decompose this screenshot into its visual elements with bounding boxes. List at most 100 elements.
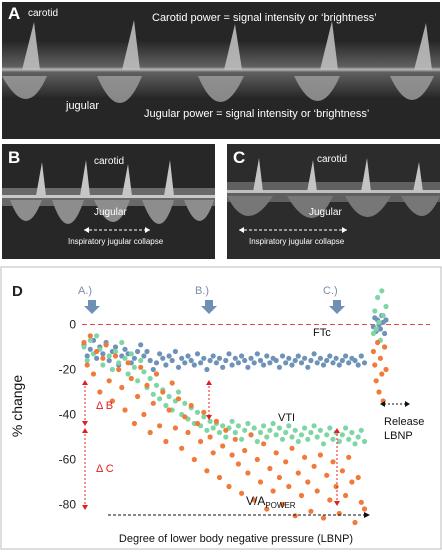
va-power-point xyxy=(160,389,166,395)
va-power-point xyxy=(361,506,368,512)
ftc-point xyxy=(361,360,368,366)
vti-point xyxy=(157,396,163,402)
panel-b-carotid-label: carotid xyxy=(94,156,125,167)
vti-point xyxy=(232,429,238,436)
va-power-point xyxy=(188,402,194,409)
va-power-point xyxy=(352,519,358,526)
va-power-series-label: V/APOWER xyxy=(246,494,296,510)
ftc-point xyxy=(185,353,191,359)
va-power-point xyxy=(257,479,264,485)
ftc-point xyxy=(276,364,282,370)
phase-marker-arrow xyxy=(84,300,100,314)
panel-d-letter: D xyxy=(12,283,23,300)
ftc-point xyxy=(207,357,213,364)
vti-point xyxy=(308,429,314,436)
va-power-point xyxy=(213,418,219,424)
va-power-point xyxy=(235,461,241,467)
ftc-point xyxy=(179,355,185,361)
vti-point xyxy=(257,429,264,436)
va-power-point xyxy=(223,427,229,433)
ftc-point xyxy=(229,362,235,368)
vti-point xyxy=(383,303,389,310)
vti-point xyxy=(283,429,289,436)
vti-point xyxy=(375,294,381,301)
vti-point xyxy=(373,326,379,332)
y-tick-label: -80 xyxy=(59,498,77,512)
ftc-point xyxy=(289,362,295,368)
ftc-point xyxy=(279,353,286,359)
ftc-point xyxy=(204,366,210,373)
ftc-point xyxy=(264,353,270,359)
panel-d: D % change Degree of lower body negative… xyxy=(0,266,442,550)
ftc-point xyxy=(314,360,320,366)
va-power-point xyxy=(305,479,311,485)
va-power-point xyxy=(324,472,330,478)
va-power-point xyxy=(383,366,389,373)
va-power-point xyxy=(119,384,125,391)
vti-point xyxy=(343,425,349,431)
y-tick-label: -40 xyxy=(59,408,77,422)
vti-point xyxy=(311,423,317,429)
va-power-point xyxy=(229,452,235,458)
panel-a: A carotid Carotid power = signal intensi… xyxy=(2,2,440,139)
va-power-point xyxy=(112,353,119,359)
ftc-point xyxy=(141,353,147,359)
vti-point xyxy=(194,409,201,415)
va-power-point xyxy=(276,474,282,481)
va-power-point xyxy=(245,470,251,476)
vti-point xyxy=(163,402,169,409)
ftc-point xyxy=(261,362,267,368)
vti-point xyxy=(324,432,330,438)
ftc-point xyxy=(235,360,241,366)
ftc-point xyxy=(166,353,172,359)
va-power-point xyxy=(261,441,267,447)
ftc-point xyxy=(84,353,90,359)
ftc-point xyxy=(377,326,383,332)
va-power-point xyxy=(109,398,115,404)
ftc-point xyxy=(358,353,364,359)
vti-point xyxy=(352,441,358,447)
ftc-point xyxy=(175,364,182,370)
ftc-point xyxy=(239,353,245,359)
ftc-point xyxy=(213,360,219,366)
vti-point xyxy=(267,427,273,433)
va-power-point xyxy=(135,393,141,400)
ftc-point xyxy=(283,360,289,366)
ftc-point xyxy=(188,357,194,364)
panel-b-collapse-label: Inspiratory jugular collapse xyxy=(68,237,164,246)
vti-point xyxy=(298,432,305,438)
ftc-point xyxy=(308,357,314,364)
ftc-point xyxy=(305,364,311,370)
y-axis-label: % change xyxy=(9,375,25,437)
va-power-point xyxy=(248,432,254,438)
panel-c-carotid-label: carotid xyxy=(317,154,348,165)
phase-marker-label: C.) xyxy=(323,285,338,297)
ftc-point xyxy=(138,342,144,348)
vti-point xyxy=(317,427,323,433)
vti-point xyxy=(150,391,156,397)
va-power-point xyxy=(311,463,317,469)
ftc-point xyxy=(232,355,238,361)
va-power-point xyxy=(327,497,333,503)
vti-point xyxy=(273,432,279,438)
va-power-point xyxy=(346,454,352,460)
vti-point xyxy=(361,438,368,445)
delta-b-label: Δ B xyxy=(96,400,113,412)
ftc-point xyxy=(330,360,336,366)
va-power-point xyxy=(226,483,232,490)
va-power-point xyxy=(81,339,87,346)
ftc-point xyxy=(191,362,197,368)
va-power-point xyxy=(343,492,349,499)
vti-point xyxy=(261,423,267,429)
chart-frame xyxy=(0,266,442,550)
vti-point xyxy=(242,427,248,433)
va-power-point xyxy=(289,445,295,451)
va-power-point xyxy=(339,468,345,474)
va-power-point xyxy=(232,436,238,442)
ftc-point xyxy=(169,357,175,364)
vti-point xyxy=(245,420,251,427)
vti-point xyxy=(223,434,229,440)
va-power-point xyxy=(163,438,169,445)
va-power-point xyxy=(295,470,301,476)
vti-point xyxy=(239,436,245,442)
